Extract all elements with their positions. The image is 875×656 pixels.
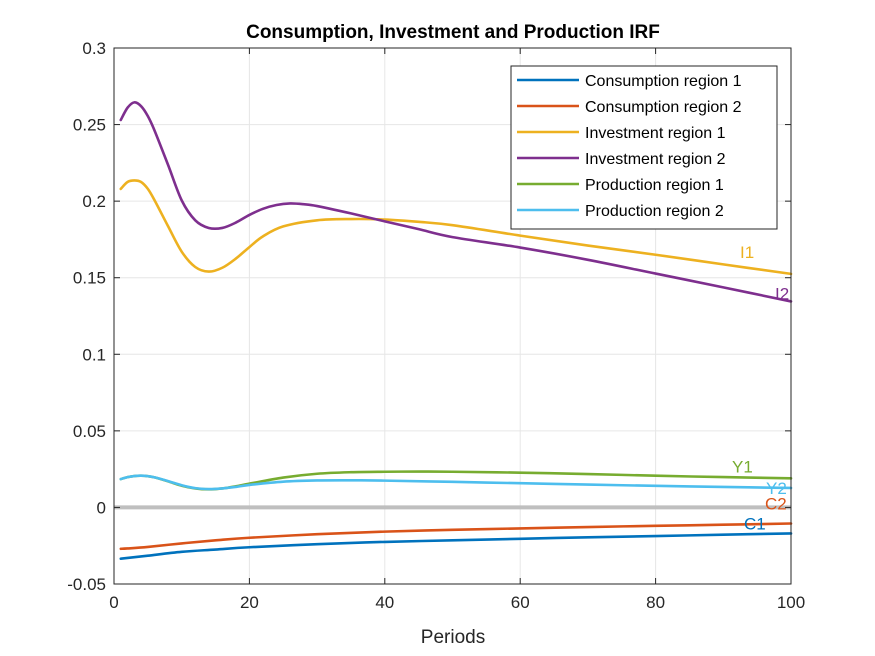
- legend-entry: Consumption region 2: [585, 99, 742, 116]
- series-line-2: [119, 522, 793, 551]
- series-end-label: I2: [775, 284, 789, 303]
- series-line-6: [119, 474, 793, 491]
- x-tick-label: 100: [777, 593, 805, 612]
- axes-box: [113, 47, 792, 585]
- y-tick-label: 0.25: [73, 116, 106, 135]
- legend-entry: Consumption region 1: [585, 73, 742, 90]
- x-tick-label: 40: [375, 593, 394, 612]
- series-line-3: [119, 179, 793, 276]
- legend-entry: Production region 2: [585, 203, 724, 220]
- x-tick-label: 0: [109, 593, 118, 612]
- series-line-1: [119, 532, 793, 561]
- series-end-label: C1: [744, 514, 766, 533]
- legend-entry: Investment region 2: [585, 151, 726, 168]
- x-tick-label: 80: [646, 593, 665, 612]
- legend-entry: Production region 1: [585, 177, 724, 194]
- x-tick-label: 60: [511, 593, 530, 612]
- y-tick-label: 0: [97, 498, 106, 517]
- series-end-label: Y1: [732, 457, 753, 476]
- series-layer: [119, 101, 793, 561]
- chart-title: Consumption, Investment and Production I…: [246, 22, 660, 43]
- y-tick-label: -0.05: [67, 575, 106, 594]
- y-tick-label: 0.2: [82, 192, 106, 211]
- series-end-label: C2: [765, 495, 787, 514]
- x-axis-label: Periods: [421, 627, 485, 648]
- legend: Consumption region 1 Consumption region 2…: [510, 65, 778, 230]
- series-end-label: Y2: [766, 479, 787, 498]
- legend-entry: Investment region 1: [585, 125, 726, 142]
- series-end-label: I1: [740, 243, 754, 262]
- y-tick-label: 0.3: [82, 39, 106, 58]
- y-tick-label: 0.1: [82, 345, 106, 364]
- series-line-4: [119, 101, 793, 303]
- legend-box: [510, 65, 778, 230]
- y-tick-label: 0.15: [73, 269, 106, 288]
- y-tick-label: 0.05: [73, 422, 106, 441]
- x-tick-label: 20: [240, 593, 259, 612]
